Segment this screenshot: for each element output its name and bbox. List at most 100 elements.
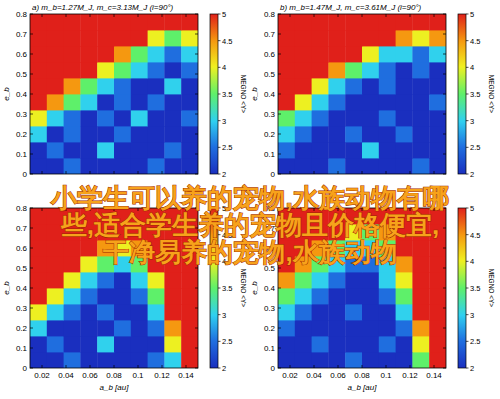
- y-tick-label: 0.8: [264, 10, 276, 19]
- heat-cell: [295, 126, 312, 142]
- y-tick: [443, 228, 446, 229]
- heat-cell: [47, 126, 64, 142]
- heat-cell: [396, 46, 413, 62]
- heat-cell: [328, 110, 345, 126]
- y-tick-label: 0.7: [16, 30, 28, 39]
- heat-cell: [429, 288, 446, 304]
- colorbar-tick: [218, 14, 221, 15]
- heat-cell: [412, 304, 429, 320]
- heat-cell: [30, 288, 47, 304]
- heat-cell: [47, 30, 64, 46]
- x-tick: [162, 171, 163, 174]
- heat-cell: [379, 94, 396, 110]
- x-tick: [66, 14, 67, 17]
- heat-cell: [80, 110, 97, 126]
- heat-cell: [295, 30, 312, 46]
- heat-cell: [362, 30, 379, 46]
- heat-cell: [328, 94, 345, 110]
- heat-cell: [328, 288, 345, 304]
- heat-cell: [295, 158, 312, 174]
- heat-cell: [47, 272, 64, 288]
- y-tick: [30, 308, 33, 309]
- heat-cell: [30, 30, 47, 46]
- heat-cell: [47, 14, 64, 30]
- colorbar-tick: [466, 261, 469, 262]
- colorbar-tick-label: 2.5: [222, 143, 232, 152]
- heat-cell: [295, 336, 312, 352]
- heat-cell: [362, 78, 379, 94]
- heat-cell: [148, 304, 165, 320]
- heat-cell: [64, 94, 81, 110]
- heat-cell: [47, 304, 64, 320]
- heat-cell: [64, 272, 81, 288]
- heat-cell: [429, 256, 446, 272]
- watermark-line: 干净易养的宠物,水族动物: [102, 237, 396, 267]
- colorbar-tick-label: 3.5: [222, 284, 232, 293]
- heat-cell: [312, 30, 329, 46]
- heat-cell: [396, 304, 413, 320]
- heat-cell: [312, 94, 329, 110]
- heat-cell: [114, 288, 131, 304]
- heat-cell: [412, 272, 429, 288]
- heat-cell: [345, 352, 362, 368]
- heat-cell: [64, 256, 81, 272]
- x-tick-label: 0.1: [132, 371, 144, 380]
- heat-cell: [181, 30, 198, 46]
- y-tick: [443, 14, 446, 15]
- heat-cell: [429, 46, 446, 62]
- colorbar-tick: [466, 14, 469, 15]
- heat-cell: [30, 158, 47, 174]
- heat-cell: [80, 320, 97, 336]
- heat-cell: [64, 78, 81, 94]
- heat-cell: [412, 352, 429, 368]
- y-tick: [30, 14, 33, 15]
- heat-cell: [97, 142, 114, 158]
- y-tick: [30, 328, 33, 329]
- heat-cell: [64, 110, 81, 126]
- heat-cell: [181, 14, 198, 30]
- heat-cell: [80, 14, 97, 30]
- heat-cell: [164, 78, 181, 94]
- x-axis-title: a_b [au]: [100, 383, 130, 392]
- y-tick: [195, 34, 198, 35]
- heat-cell: [295, 288, 312, 304]
- heat-cell: [362, 158, 379, 174]
- heat-cell: [30, 256, 47, 272]
- heat-cell: [131, 272, 148, 288]
- heat-cell: [181, 272, 198, 288]
- heat-cell: [80, 352, 97, 368]
- y-tick: [30, 174, 33, 175]
- heat-cell: [64, 62, 81, 78]
- x-tick-label: 0.02: [34, 371, 50, 380]
- heat-cell: [64, 14, 81, 30]
- heat-cell: [64, 320, 81, 336]
- y-tick: [30, 348, 33, 349]
- heat-cell: [114, 14, 131, 30]
- y-tick-label: 0: [23, 170, 28, 179]
- heat-cell: [148, 62, 165, 78]
- colorbar: [210, 14, 218, 174]
- heat-cell: [396, 272, 413, 288]
- heat-cell: [278, 94, 295, 110]
- x-tick: [314, 365, 315, 368]
- heat-cell: [278, 78, 295, 94]
- heat-cell: [181, 142, 198, 158]
- heat-cell: [181, 78, 198, 94]
- heat-cell: [312, 304, 329, 320]
- heat-cell: [181, 126, 198, 142]
- y-tick: [278, 14, 281, 15]
- colorbar-tick: [218, 288, 221, 289]
- y-tick: [443, 74, 446, 75]
- heat-cell: [114, 94, 131, 110]
- heat-cell: [328, 30, 345, 46]
- x-tick: [138, 365, 139, 368]
- heat-cell: [295, 94, 312, 110]
- x-tick: [338, 171, 339, 174]
- colorbar-tick: [466, 234, 469, 235]
- heat-cell: [295, 62, 312, 78]
- heat-cell: [278, 110, 295, 126]
- heat-cell: [396, 110, 413, 126]
- x-tick-label: 0.02: [282, 371, 298, 380]
- heat-cell: [312, 46, 329, 62]
- heat-cell: [97, 46, 114, 62]
